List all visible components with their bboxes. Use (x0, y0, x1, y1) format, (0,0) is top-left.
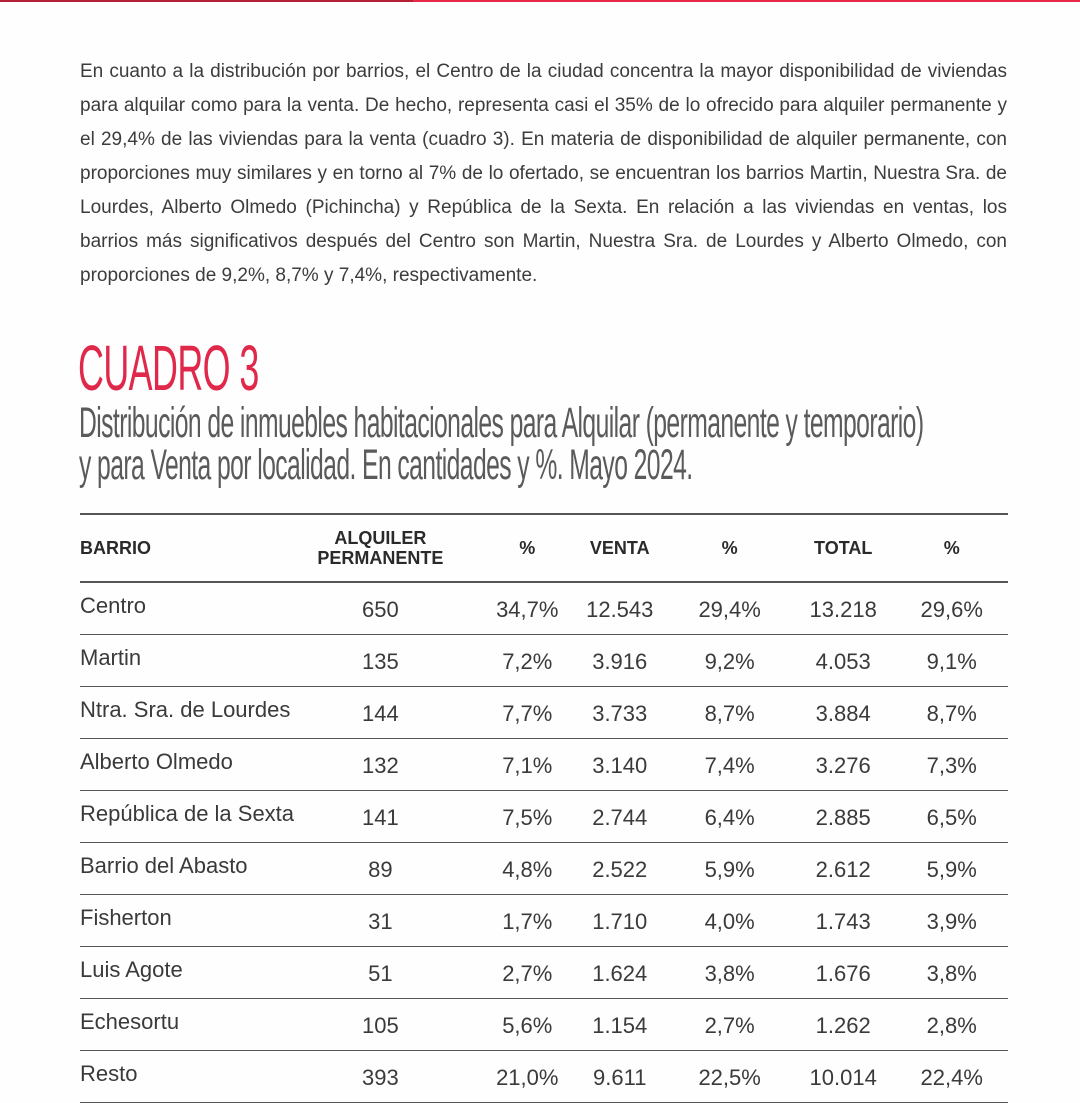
cell-venta-pct: 6,4% (704, 804, 755, 830)
body-paragraph: En cuanto a la distribución por barrios,… (80, 61, 1007, 286)
cell-total-pct: 7,3% (926, 752, 977, 778)
cell-barrio: Echesortu (80, 1008, 180, 1034)
cell-total-pct: 8,7% (926, 700, 977, 726)
cell-alquiler-pct: 5,6% (502, 1012, 553, 1038)
cell-total: 2.612 (815, 856, 871, 882)
cell-alquiler-pct: 1,7% (502, 908, 553, 934)
header-alquiler-pct: % (519, 538, 536, 558)
cell-barrio: Martin (80, 644, 142, 670)
cell-venta: 1.710 (592, 908, 648, 934)
table-row: Fisherton 31 1,7% 1.710 4,0% 1.743 3,9% (80, 894, 1008, 946)
table-row: Barrio del Abasto 89 4,8% 2.522 5,9% 2.612 5,9… (80, 842, 1008, 894)
cell-alquiler: 51 (368, 960, 393, 986)
cell-total: 3.884 (815, 700, 871, 726)
cell-barrio: República de la Sexta (80, 800, 295, 826)
table-row: Ntra. Sra. de Lourdes 144 7,7% 3.733 8,7% 3.8… (80, 686, 1008, 738)
cell-venta-pct: 29,4% (698, 597, 761, 622)
table-row: Centro 650 34,7% 12.543 29,4% 13.218 29,6% (80, 582, 1008, 634)
cell-total: 4.053 (815, 648, 871, 674)
cell-venta-pct: 9,2% (704, 648, 755, 674)
table-row: Echesortu 105 5,6% 1.154 2,7% 1.262 2,8% (80, 998, 1008, 1050)
header-total: TOTAL (814, 538, 873, 558)
cell-venta: 2.522 (592, 856, 648, 882)
cell-alquiler-pct: 2,7% (502, 960, 553, 986)
cell-venta: 3.733 (592, 700, 648, 726)
table-row: Luis Agote 51 2,7% 1.624 3,8% 1.676 3,8% (80, 946, 1008, 998)
cell-alquiler-pct: 7,5% (502, 804, 553, 830)
cell-alquiler: 31 (368, 908, 393, 934)
cell-total-pct: 2,8% (926, 1012, 977, 1038)
cell-alquiler: 393 (362, 1064, 399, 1090)
cell-total: 3.276 (815, 752, 871, 778)
cell-venta-pct: 4,0% (704, 908, 755, 934)
cell-barrio: Centro (80, 593, 147, 618)
cell-total: 13.218 (809, 597, 877, 622)
cell-alquiler: 650 (362, 597, 399, 622)
cell-alquiler: 141 (362, 804, 399, 830)
cell-total-pct: 6,5% (926, 804, 977, 830)
cell-alquiler: 135 (362, 648, 399, 674)
header-venta-pct: % (721, 538, 738, 558)
cell-total-pct: 3,8% (926, 960, 977, 986)
cell-venta-pct: 22,5% (698, 1064, 761, 1090)
top-accent-bar (0, 0, 1080, 2)
cell-venta-pct: 3,8% (704, 960, 755, 986)
cell-barrio: Resto (80, 1060, 138, 1086)
table-row: Resto 393 21,0% 9.611 22,5% 10.014 22,4% (80, 1050, 1008, 1102)
cell-venta-pct: 8,7% (704, 700, 755, 726)
cell-alquiler: 89 (368, 856, 393, 882)
table-label: CUADRO 3 (78, 332, 259, 404)
table-title-line-2: y para Venta por localidad. En cantidade… (79, 441, 693, 489)
header-venta: VENTA (589, 538, 650, 558)
cell-barrio: Barrio del Abasto (80, 852, 248, 878)
cell-alquiler-pct: 7,1% (502, 752, 553, 778)
cell-total-pct: 29,6% (920, 597, 983, 622)
cell-total-pct: 22,4% (920, 1064, 983, 1090)
table-row: República de la Sexta 141 7,5% 2.744 6,4% 2.8… (80, 790, 1008, 842)
cell-total: 10.014 (809, 1064, 877, 1090)
cell-venta-pct: 2,7% (704, 1012, 755, 1038)
cell-alquiler: 132 (362, 752, 399, 778)
table-row: Alberto Olmedo 132 7,1% 3.140 7,4% 3.276 7,3% (80, 738, 1008, 790)
cell-venta: 2.744 (592, 804, 648, 830)
cell-total: 1.676 (815, 960, 871, 986)
cell-total-pct: 5,9% (926, 856, 977, 882)
cell-venta: 1.624 (592, 960, 648, 986)
cell-venta-pct: 5,9% (704, 856, 755, 882)
cell-venta: 3.140 (592, 752, 648, 778)
cell-alquiler-pct: 7,7% (502, 700, 553, 726)
cell-alquiler-pct: 34,7% (496, 597, 559, 622)
cell-barrio: Luis Agote (80, 956, 183, 982)
table-title: Distribución de inmuebles habitacionales… (79, 399, 924, 489)
table-row: Martin 135 7,2% 3.916 9,2% 4.053 9,1% (80, 634, 1008, 686)
cell-total-pct: 3,9% (926, 908, 977, 934)
top-accent-bar-dark (0, 0, 413, 2)
cell-alquiler-pct: 7,2% (502, 648, 553, 674)
cell-venta: 1.154 (592, 1012, 648, 1038)
cell-total: 1.743 (815, 908, 871, 934)
cell-total: 1.262 (815, 1012, 871, 1038)
header-total-pct: % (943, 538, 960, 558)
cell-total: 2.885 (815, 804, 871, 830)
cell-alquiler-pct: 21,0% (496, 1064, 559, 1090)
cell-venta: 3.916 (592, 648, 648, 674)
cell-alquiler-pct: 4,8% (502, 856, 553, 882)
header-alquiler: ALQUILER PERMANENTE (317, 528, 444, 568)
cell-alquiler: 105 (362, 1012, 399, 1038)
table-title-line-1: Distribución de inmuebles habitacionales… (79, 399, 924, 447)
cell-alquiler: 144 (362, 700, 399, 726)
header-barrio: BARRIO (80, 538, 151, 558)
cell-barrio: Alberto Olmedo (80, 748, 233, 774)
table-header-row: BARRIO ALQUILER PERMANENTE % VENTA % TOT… (80, 514, 1008, 582)
data-table: BARRIO ALQUILER PERMANENTE % VENTA % TOT… (80, 513, 1008, 1103)
cell-total-pct: 9,1% (926, 648, 977, 674)
cell-barrio: Fisherton (80, 904, 172, 930)
cell-venta: 9.611 (593, 1064, 647, 1090)
cell-barrio: Ntra. Sra. de Lourdes (80, 696, 291, 722)
cell-venta-pct: 7,4% (704, 752, 755, 778)
cell-venta: 12.543 (586, 597, 654, 622)
